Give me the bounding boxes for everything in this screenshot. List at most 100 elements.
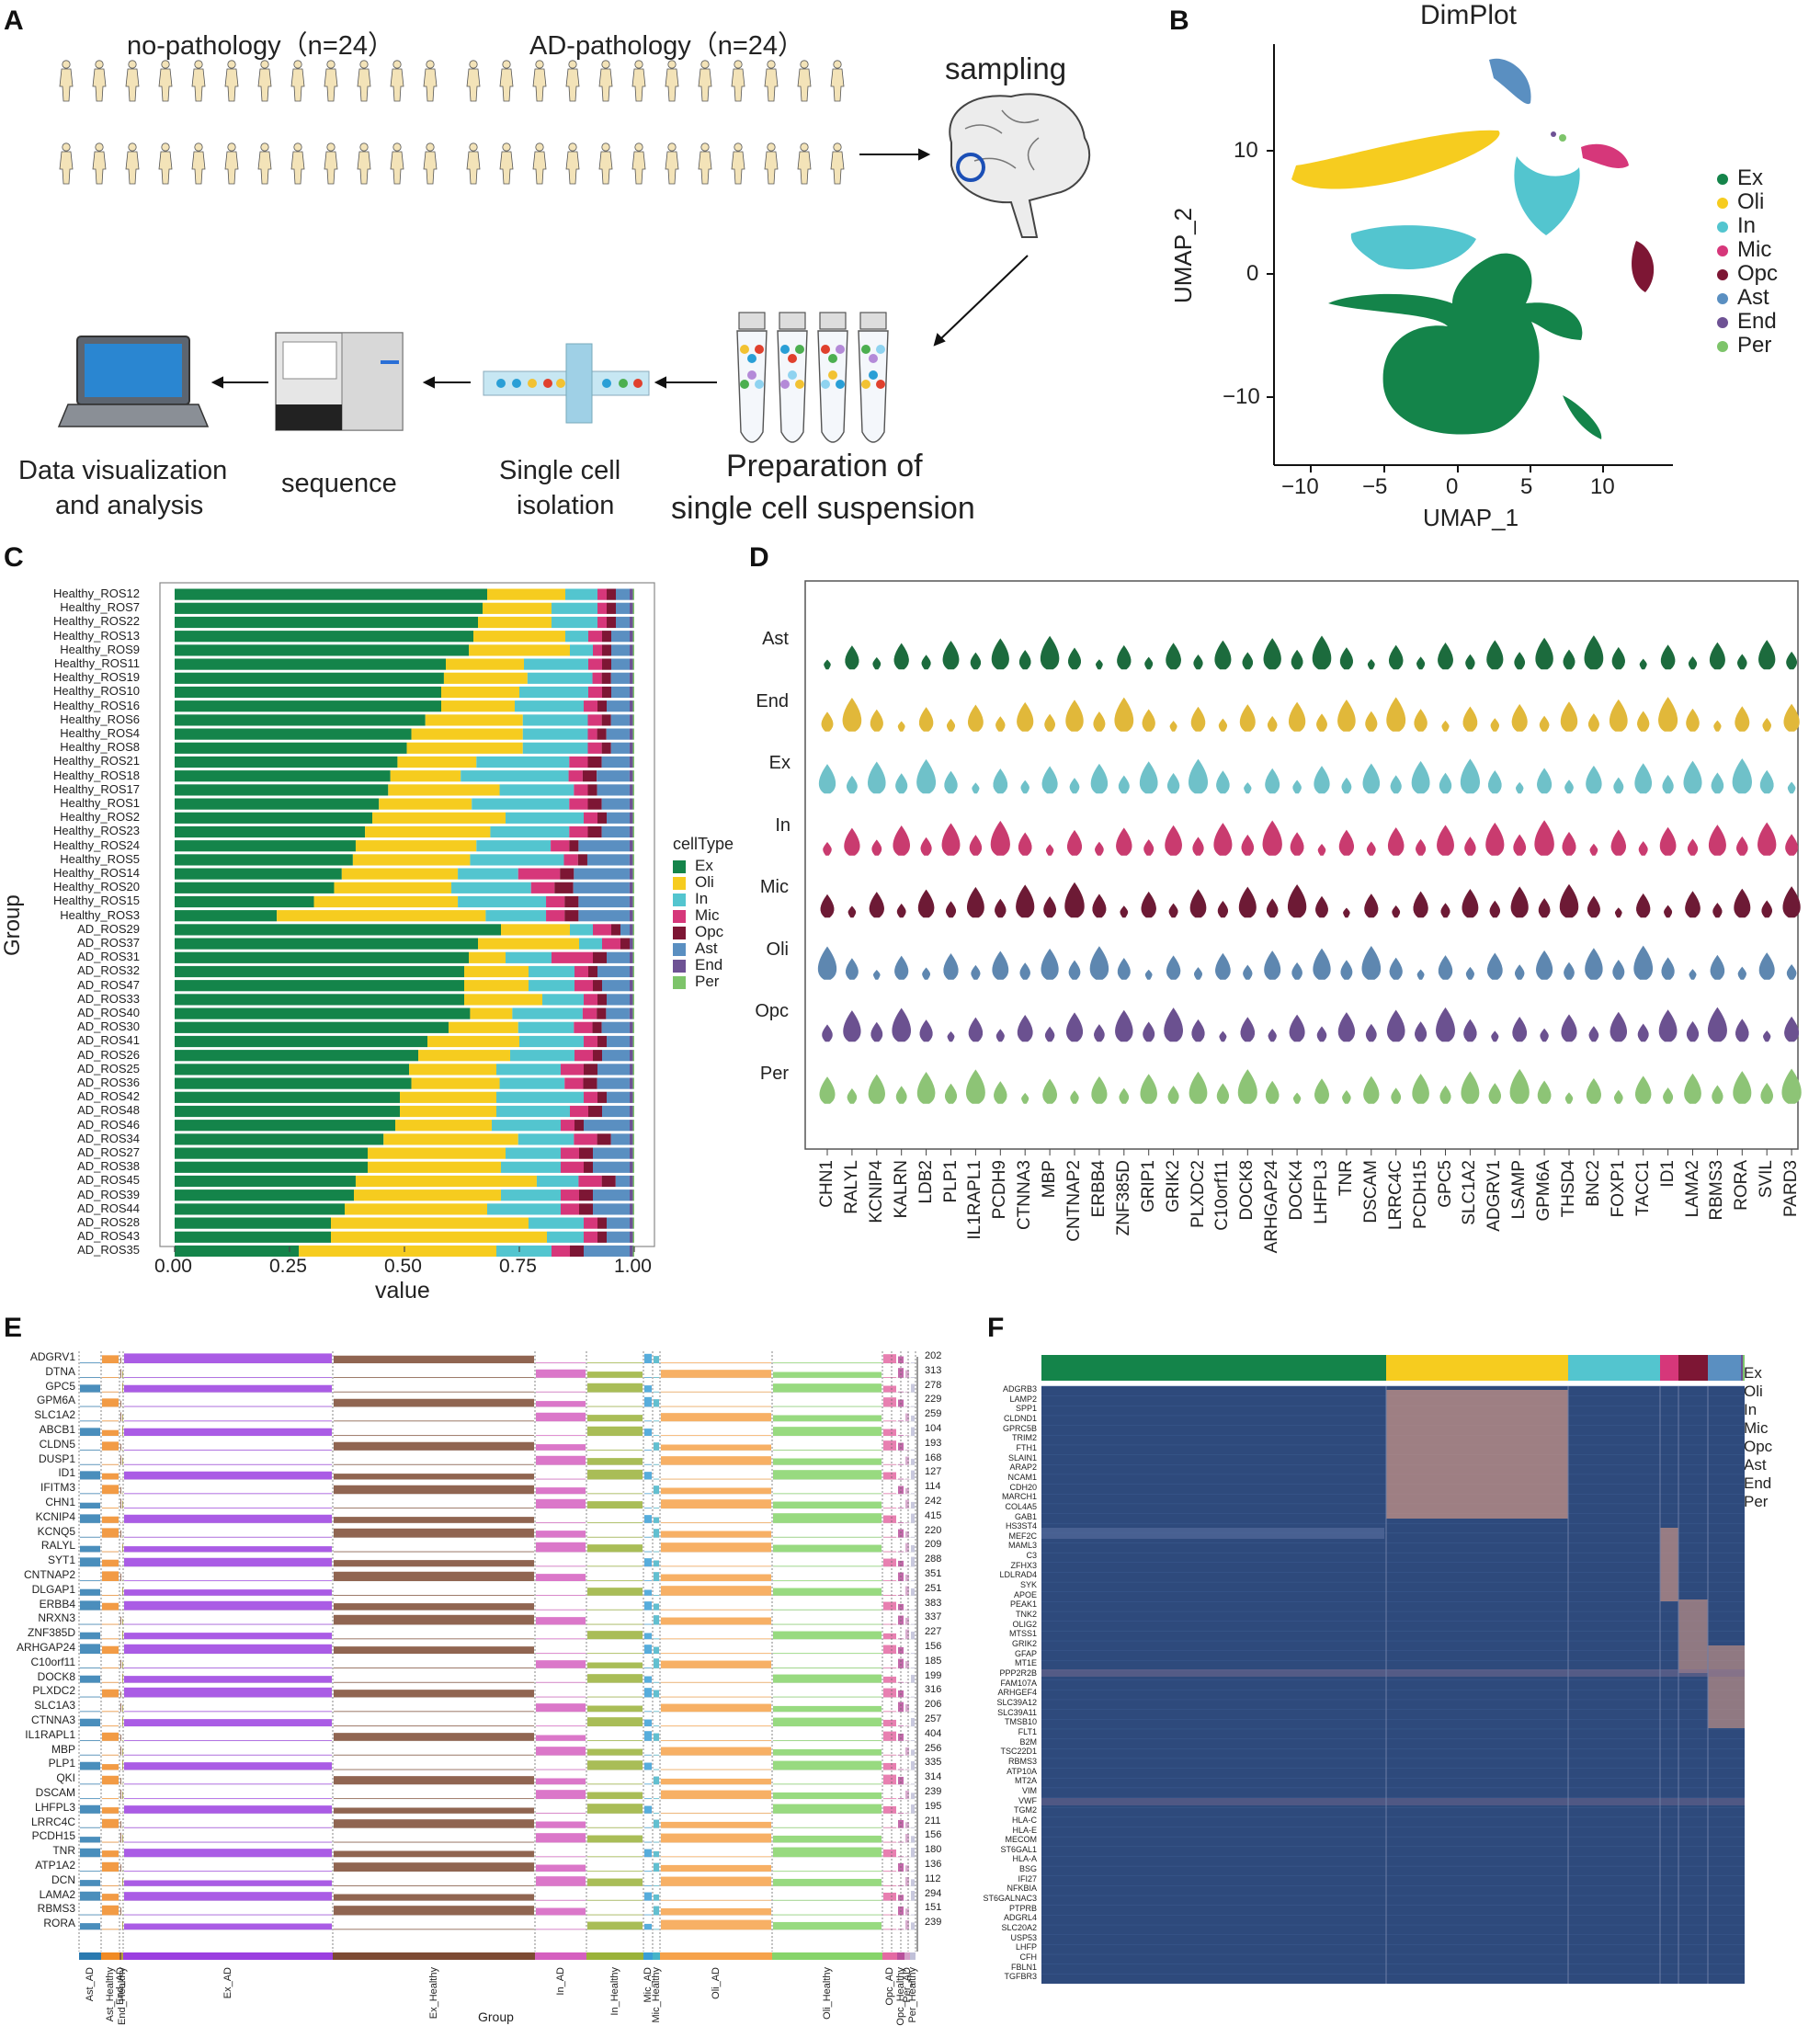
track-signal	[80, 1740, 100, 1741]
track-signal	[661, 1435, 771, 1436]
violin-shape	[868, 761, 886, 794]
bar-segment-mic	[561, 1064, 584, 1076]
violin-shape	[1192, 837, 1204, 856]
track-signal	[911, 1760, 915, 1770]
umap-cluster-end	[1551, 131, 1556, 137]
legend-swatch	[1717, 173, 1728, 185]
legend-item-oli: Oli	[1717, 189, 1764, 215]
track-signal	[80, 1675, 100, 1683]
track-signal	[334, 1571, 534, 1581]
bar-segment-end	[630, 965, 633, 978]
violin-shape	[870, 709, 883, 732]
annotation-mic	[1660, 1355, 1678, 1381]
track-signal	[644, 1798, 652, 1799]
bar-segment-ast	[593, 1161, 630, 1173]
bar-segment-per	[632, 1231, 634, 1243]
violin-shape	[1018, 650, 1031, 670]
violin-shape	[873, 970, 881, 980]
track-signal	[124, 1600, 332, 1611]
violin-shape	[1540, 1028, 1549, 1042]
track-gene-label: IL1RAPL1	[25, 1727, 75, 1741]
track-gene-label: DTNA	[45, 1364, 75, 1378]
bar-segment-in	[496, 1091, 584, 1103]
track-signal	[773, 1827, 882, 1828]
track-signal	[661, 1444, 771, 1451]
bar-segment-per	[632, 1035, 634, 1048]
track-signal	[536, 1813, 586, 1814]
violin-row-label: Per	[759, 1063, 789, 1084]
violin-shape	[1365, 711, 1378, 732]
track-signal	[124, 1754, 332, 1756]
track-signal	[536, 1778, 586, 1785]
bar-segment-per	[632, 588, 634, 600]
track-signal	[883, 1827, 896, 1828]
violin-shape	[1786, 651, 1797, 670]
bar-segment-mic	[561, 1120, 574, 1132]
track-signal	[661, 1586, 771, 1596]
track-signal	[911, 1536, 915, 1538]
track-signal	[122, 1630, 123, 1640]
violin-shape	[1040, 635, 1060, 670]
bar-segment-end	[629, 1077, 633, 1089]
bar-segment-oli	[478, 616, 552, 629]
track-signal	[661, 1478, 771, 1480]
track-signal	[124, 1580, 332, 1581]
track-signal	[102, 1441, 119, 1451]
bar-segment-ex	[175, 1007, 471, 1019]
violin-shape	[1343, 907, 1350, 918]
violin-shape	[1411, 760, 1430, 794]
umap-xtick: −5	[1362, 474, 1388, 499]
track-value-label: 239	[925, 1917, 942, 1929]
track-signal	[536, 1907, 586, 1916]
violin-shape	[1613, 1089, 1623, 1104]
violin-shape	[1363, 1076, 1380, 1104]
legend-swatch	[1717, 221, 1728, 233]
track-signal	[773, 1513, 882, 1523]
bar-category-label: AD_ROS47	[77, 977, 140, 992]
track-signal	[102, 1623, 119, 1625]
violin-shape	[1386, 697, 1406, 732]
violin-shape	[1440, 903, 1450, 918]
bar-segment-ast	[607, 951, 630, 963]
dimplot-title: DimPlot	[1420, 0, 1518, 30]
person-figure	[466, 142, 481, 185]
track-signal	[661, 1833, 771, 1843]
bar-category-label: AD_ROS28	[77, 1215, 140, 1229]
track-signal	[334, 1474, 534, 1480]
violin-shape	[1585, 948, 1603, 980]
track-group-bar	[653, 1952, 660, 1960]
track-signal	[911, 1631, 915, 1640]
track-signal	[773, 1740, 882, 1741]
bar-segment-ex	[175, 854, 353, 866]
heatmap-block-ast	[1708, 1645, 1745, 1728]
bar-segment-ast	[593, 1203, 630, 1215]
person-figure	[357, 142, 371, 185]
violin-shape	[1461, 1071, 1480, 1104]
bar-segment-oli	[379, 798, 472, 810]
track-signal	[661, 1740, 771, 1741]
track-signal	[773, 1458, 882, 1465]
track-signal	[122, 1457, 123, 1465]
track-signal	[654, 1725, 659, 1726]
track-signal	[883, 1440, 896, 1451]
track-signal	[654, 1733, 659, 1741]
track-signal	[773, 1588, 882, 1596]
bar-segment-per	[632, 994, 634, 1006]
heatmap-gene-label: MEF2C	[1008, 1531, 1037, 1541]
bar-segment-mic	[588, 631, 602, 643]
violin-shape	[1191, 1019, 1205, 1042]
violin-shape	[1389, 957, 1403, 980]
bar-segment-end	[630, 1147, 633, 1159]
track-signal	[883, 1914, 896, 1916]
track-value-label: 337	[925, 1611, 942, 1623]
legend-item-in: In	[673, 890, 708, 908]
violin-shape	[918, 707, 934, 732]
bar-segment-in	[499, 784, 574, 796]
track-signal	[644, 1871, 652, 1872]
heatmap-gene-label: ADGRB3	[1002, 1384, 1037, 1394]
bar-segment-ex	[175, 980, 464, 992]
track-value-label: 195	[925, 1800, 942, 1812]
bar-segment-mic	[587, 714, 602, 726]
track-signal	[587, 1792, 643, 1799]
tube-cell	[876, 380, 885, 389]
